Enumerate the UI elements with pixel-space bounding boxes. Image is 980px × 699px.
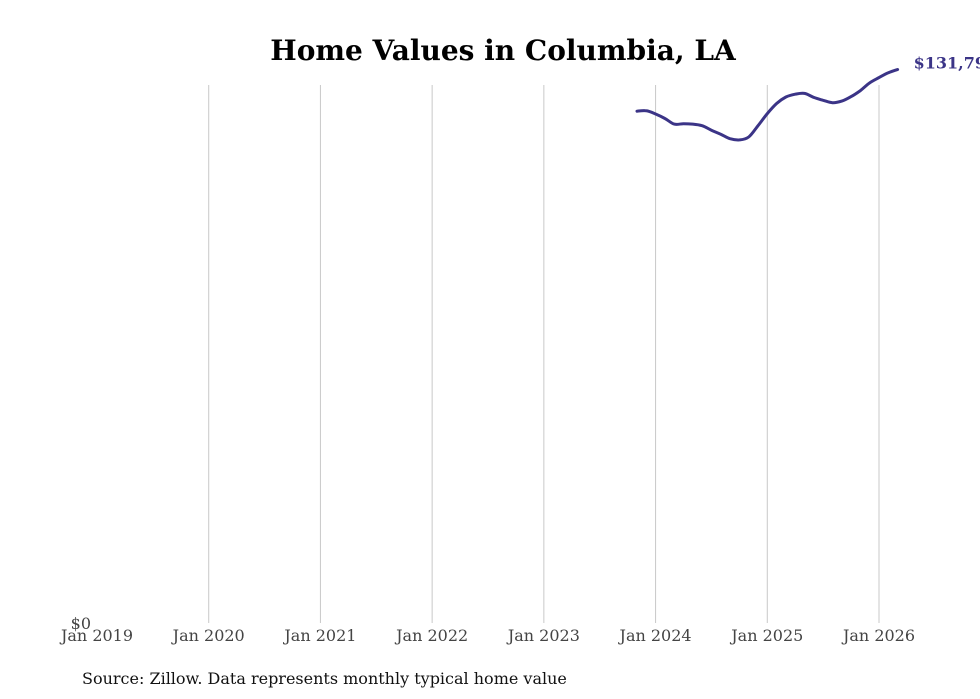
x-tick-label: Jan 2022 xyxy=(394,626,468,645)
x-tick-label: Jan 2019 xyxy=(59,626,133,645)
x-tick-label: Jan 2023 xyxy=(506,626,580,645)
series-layer: $131,79 xyxy=(635,54,980,142)
series-line xyxy=(635,68,900,142)
x-axis: Jan 2019 Jan 2020 Jan 2021 Jan 2022 Jan 2023… xyxy=(59,626,915,645)
x-tick-label: Jan 2021 xyxy=(282,626,356,645)
x-tick-label: Jan 2025 xyxy=(729,626,803,645)
x-tick-label: Jan 2024 xyxy=(618,626,692,645)
y-axis: $0 xyxy=(71,614,91,633)
x-tick-label: Jan 2020 xyxy=(171,626,245,645)
x-tick-label: Jan 2026 xyxy=(841,626,915,645)
end-value-label: $131,79 xyxy=(914,54,980,73)
y-tick-label: $0 xyxy=(71,614,91,633)
chart-title: Home Values in Columbia, LA xyxy=(270,34,737,67)
gridlines xyxy=(208,85,880,623)
source-note: Source: Zillow. Data represents monthly … xyxy=(82,669,567,688)
